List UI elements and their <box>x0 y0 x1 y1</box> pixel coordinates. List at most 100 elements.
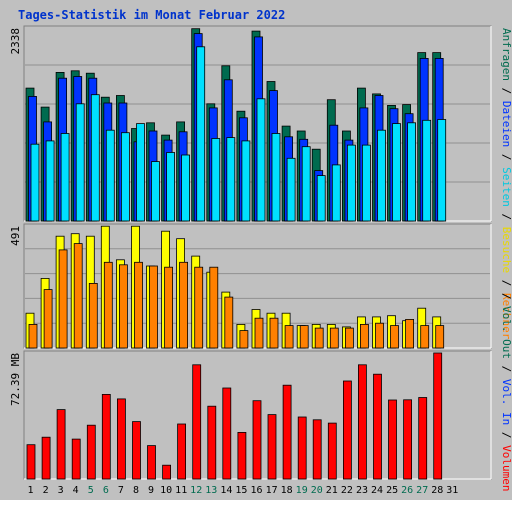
bar-seiten-21 <box>331 164 341 222</box>
bar-rechner-26 <box>405 318 415 349</box>
bar-seiten-16 <box>256 98 266 222</box>
legend-separator: / <box>500 207 512 227</box>
legend-separator: / <box>500 81 512 101</box>
bar-volumen-27 <box>418 397 428 480</box>
x-label-11: 11 <box>175 485 187 496</box>
bar-seiten-24 <box>377 129 386 222</box>
legend-item: Anfragen <box>500 28 512 81</box>
x-label-26: 26 <box>401 485 413 496</box>
x-label-3: 3 <box>58 485 64 496</box>
bar-rechner-5 <box>88 282 98 349</box>
bar-volumen-4 <box>71 438 81 480</box>
x-axis-labels: 1 2 3 4 5 6 7 8 9 10 11 12 13 14 15 16 17 18 19 20 21 22 23 24 2… <box>27 485 458 496</box>
bar-rechner-13 <box>209 266 219 349</box>
x-label-21: 21 <box>326 485 338 496</box>
x-label-27: 27 <box>416 485 428 496</box>
bar-rechner-19 <box>299 325 309 349</box>
bar-rechner-8 <box>134 261 143 349</box>
bar-rechner-23 <box>359 323 369 349</box>
x-label-17: 17 <box>266 485 278 496</box>
legend-separator: / <box>500 359 512 379</box>
bar-volumen-28 <box>433 352 443 480</box>
bar-seiten-11 <box>181 154 191 222</box>
panel-hits-files-pages: 2338 <box>9 25 492 222</box>
legend-bottom: Vol. Out / Vol. In / Volumen <box>500 306 512 491</box>
bar-rechner-21 <box>329 327 339 349</box>
bar-rechner-3 <box>58 249 68 349</box>
bar-rechner-20 <box>314 327 324 349</box>
panel-visits-sites: 491 <box>9 223 492 349</box>
legend-item: Dateien <box>500 101 512 147</box>
bar-seiten-20 <box>316 175 326 222</box>
x-label-22: 22 <box>341 485 353 496</box>
legend-item: Volumen <box>500 445 512 491</box>
bar-seiten-3 <box>60 133 70 222</box>
bar-rechner-6 <box>103 261 113 349</box>
bar-volumen-19 <box>297 416 307 480</box>
x-label-4: 4 <box>73 485 79 496</box>
bar-volumen-7 <box>117 398 126 480</box>
bar-seiten-18 <box>286 157 296 222</box>
bar-rechner-1 <box>28 323 38 349</box>
x-label-2: 2 <box>43 485 49 496</box>
bar-volumen-2 <box>41 436 51 480</box>
bar-seiten-25 <box>392 123 401 222</box>
x-label-12: 12 <box>190 485 202 496</box>
x-label-13: 13 <box>205 485 217 496</box>
x-label-8: 8 <box>133 485 139 496</box>
bar-seiten-26 <box>407 122 417 222</box>
bar-volumen-20 <box>312 419 322 480</box>
x-label-1: 1 <box>27 485 33 496</box>
bar-volumen-3 <box>56 409 66 480</box>
bar-seiten-12 <box>196 46 206 222</box>
bar-volumen-23 <box>357 364 367 480</box>
bar-volumen-12 <box>192 364 202 480</box>
bar-rechner-18 <box>284 325 294 349</box>
y-max-label: 2338 <box>9 28 22 55</box>
bar-rechner-24 <box>375 322 384 349</box>
bar-volumen-13 <box>207 405 217 480</box>
bar-rechner-11 <box>179 261 189 349</box>
bar-rechner-28 <box>435 325 445 349</box>
bar-seiten-10 <box>166 152 176 222</box>
bar-volumen-15 <box>237 431 247 480</box>
bar-volumen-6 <box>101 393 111 480</box>
bar-rechner-27 <box>420 325 430 349</box>
bar-volumen-24 <box>373 373 382 480</box>
x-label-9: 9 <box>148 485 154 496</box>
right-legend: Anfragen / Dateien / Seiten / Besuche / … <box>500 28 512 491</box>
bar-seiten-17 <box>271 133 281 222</box>
panel-volume: 72.39 MB <box>9 350 492 480</box>
bar-rechner-4 <box>73 243 83 349</box>
x-label-28: 28 <box>431 485 443 496</box>
bar-seiten-13 <box>211 138 221 222</box>
x-label-15: 15 <box>235 485 247 496</box>
bar-seiten-19 <box>301 146 311 222</box>
bar-seiten-5 <box>90 94 100 222</box>
legend-item: Vol. Out <box>500 306 512 359</box>
bar-seiten-27 <box>422 119 432 222</box>
bar-volumen-18 <box>282 384 292 480</box>
bar-volumen-10 <box>162 464 172 480</box>
bar-seiten-22 <box>346 144 356 222</box>
legend-item: Rechner <box>500 293 512 340</box>
x-label-5: 5 <box>88 485 94 496</box>
bar-volumen-8 <box>132 421 141 480</box>
bar-seiten-23 <box>361 144 371 222</box>
bar-volumen-1 <box>26 444 36 480</box>
x-label-25: 25 <box>386 485 398 496</box>
bar-seiten-7 <box>121 132 130 222</box>
x-label-24: 24 <box>371 485 383 496</box>
bar-seiten-2 <box>45 140 55 222</box>
bar-volumen-26 <box>403 399 413 480</box>
bar-rechner-12 <box>194 266 204 349</box>
bar-volumen-5 <box>86 424 96 480</box>
bar-seiten-4 <box>75 103 85 222</box>
x-label-10: 10 <box>160 485 172 496</box>
bar-rechner-14 <box>224 296 234 349</box>
y-max-label: 72.39 MB <box>9 353 22 406</box>
bar-rechner-7 <box>119 264 128 349</box>
legend-group-separator: / <box>500 293 512 300</box>
x-label-23: 23 <box>356 485 368 496</box>
